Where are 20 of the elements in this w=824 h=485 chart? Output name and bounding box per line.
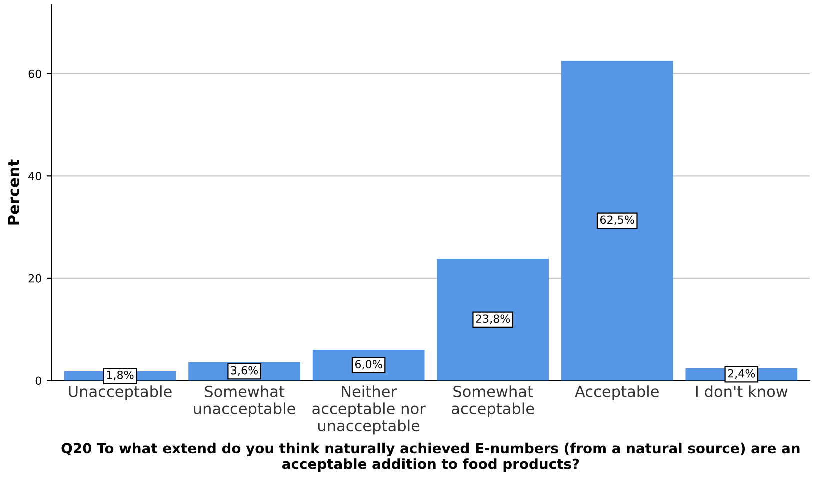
x-tick-label: I don't know: [696, 386, 788, 398]
data-label: 23,8%: [476, 314, 510, 324]
data-label: 1,8%: [107, 370, 134, 380]
y-tick-label: 60: [28, 70, 42, 78]
y-tick-label: 20: [28, 274, 42, 283]
y-tick-label: 40: [28, 172, 42, 181]
x-axis-title: Q20 To what extend do you think naturally achieved E-numbers (from a natural source) are an acceptable addition to food products?: [62, 442, 800, 472]
x-tick-label: Somewhat unacceptable: [194, 386, 296, 418]
x-tick-label: Unacceptable: [69, 386, 172, 400]
bar: [437, 259, 550, 381]
y-axis-title: Percent: [8, 160, 20, 225]
data-label: 3,6%: [231, 366, 258, 376]
x-tick-label: Somewhat acceptable: [452, 386, 534, 418]
bar: [561, 61, 674, 381]
data-label: 2,4%: [728, 369, 756, 379]
y-tick-label: 0: [36, 376, 42, 386]
x-tick-label: Neither acceptable nor unacceptable: [312, 386, 426, 435]
data-label: 6,0%: [355, 360, 382, 370]
x-tick-label: Acceptable: [575, 386, 659, 400]
data-label: 62,5%: [600, 216, 634, 226]
